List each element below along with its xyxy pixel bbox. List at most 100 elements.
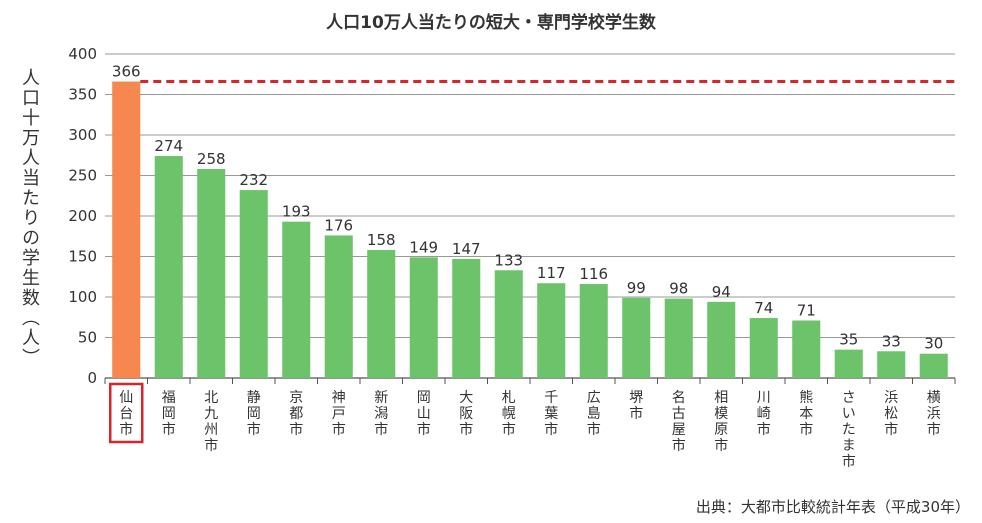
bar xyxy=(707,301,736,378)
x-tick-label: 市 xyxy=(927,421,941,438)
data-label: 71 xyxy=(797,301,816,319)
x-tick-label: 岡 xyxy=(247,406,261,422)
bar xyxy=(877,351,906,378)
bar xyxy=(749,318,778,378)
x-tick-label: 古 xyxy=(672,406,686,422)
x-tick-label: 市 xyxy=(714,437,728,454)
bar xyxy=(579,284,608,378)
x-tick-label: 市 xyxy=(587,421,601,438)
x-tick-label: 札 xyxy=(502,390,516,406)
x-tick-label: 横 xyxy=(927,390,941,406)
y-tick-label: 0 xyxy=(87,369,97,387)
bar xyxy=(282,221,311,378)
x-tick-label: 幌 xyxy=(502,406,516,422)
x-tick-label: 市 xyxy=(119,421,133,438)
x-tick-label: 葉 xyxy=(544,406,558,422)
bar xyxy=(112,81,141,378)
x-tick-label: 岡 xyxy=(162,406,176,422)
x-tick-label: 都 xyxy=(289,406,303,422)
x-tick-label: 島 xyxy=(587,406,601,422)
x-tick-label: 川 xyxy=(757,390,771,406)
x-tick-label: 山 xyxy=(417,406,431,422)
x-tick-label: 市 xyxy=(544,421,558,438)
bar xyxy=(537,283,566,378)
x-tick-label: 市 xyxy=(459,421,473,438)
data-label: 133 xyxy=(494,251,523,269)
x-tick-label: 仙 xyxy=(119,390,133,406)
data-label: 158 xyxy=(367,231,396,249)
x-tick-label: 京 xyxy=(289,390,303,406)
x-tick-label: 堺 xyxy=(629,390,643,406)
x-tick-label: 千 xyxy=(544,390,558,406)
chart-title: 人口10万人当たりの短大・専門学校学生数 xyxy=(326,13,656,33)
x-tick-label: 静 xyxy=(247,390,261,406)
bar xyxy=(834,349,863,378)
data-label: 258 xyxy=(197,150,226,168)
data-label: 74 xyxy=(754,299,773,317)
x-tick-label: 市 xyxy=(374,421,388,438)
data-label: 94 xyxy=(712,283,731,301)
bar xyxy=(197,169,226,378)
bar xyxy=(664,298,693,378)
x-tick-label: 熊 xyxy=(799,390,813,406)
data-label: 99 xyxy=(627,279,646,297)
data-label: 116 xyxy=(579,265,608,283)
source-note: 出典：大都市比較統計年表（平成30年） xyxy=(695,498,970,516)
x-tick-label: 神 xyxy=(332,390,346,406)
x-tick-label: 九 xyxy=(204,406,218,422)
x-tick-label: 原 xyxy=(714,422,728,438)
x-tick-label: 阪 xyxy=(459,406,473,422)
x-tick-label: 浜 xyxy=(927,406,941,422)
bar xyxy=(239,190,268,378)
y-tick-label: 50 xyxy=(78,329,97,347)
x-tick-label: 模 xyxy=(714,406,728,422)
x-tick-label: 市 xyxy=(757,421,771,438)
x-tick-label: 市 xyxy=(204,437,218,454)
x-tick-label: 大 xyxy=(459,390,473,406)
bar xyxy=(324,235,353,378)
y-tick-label: 350 xyxy=(68,86,97,104)
x-tick-label: 市 xyxy=(884,421,898,438)
x-tick-label: 戸 xyxy=(332,406,346,422)
x-tick-label: 市 xyxy=(332,421,346,438)
x-tick-label: 岡 xyxy=(417,390,431,406)
bar xyxy=(452,258,481,378)
y-tick-label: 400 xyxy=(68,45,97,63)
y-tick-label: 200 xyxy=(68,207,97,225)
x-tick-label: さ xyxy=(842,390,856,406)
y-tick-label: 300 xyxy=(68,126,97,144)
y-tick-label: 150 xyxy=(68,248,97,266)
x-tick-label: 広 xyxy=(587,390,601,406)
bar xyxy=(792,320,821,378)
bar xyxy=(919,353,948,378)
x-tick-label: 市 xyxy=(247,421,261,438)
bar xyxy=(154,156,183,378)
x-tick-label: 本 xyxy=(799,406,813,422)
x-tick-label: い xyxy=(842,406,856,422)
x-tick-label: 市 xyxy=(417,421,431,438)
bar xyxy=(494,270,523,378)
data-label: 117 xyxy=(537,264,566,282)
x-tick-label: 福 xyxy=(162,390,176,406)
data-label: 98 xyxy=(669,280,688,298)
x-tick-label: 相 xyxy=(714,390,728,406)
data-label: 274 xyxy=(154,137,183,155)
x-tick-label: 浜 xyxy=(884,390,898,406)
bar xyxy=(622,297,651,378)
data-label: 176 xyxy=(324,216,353,234)
x-tick-label: ま xyxy=(842,438,856,454)
x-tick-label: 市 xyxy=(629,405,643,422)
x-tick-label: 屋 xyxy=(672,422,686,438)
x-tick-label: 市 xyxy=(162,421,176,438)
x-tick-label: 市 xyxy=(502,421,516,438)
data-label: 149 xyxy=(409,238,438,256)
x-tick-label: た xyxy=(842,422,856,438)
x-tick-label: 潟 xyxy=(374,406,388,422)
x-tick-label: 崎 xyxy=(757,406,771,422)
data-label: 30 xyxy=(924,335,943,353)
y-tick-label: 100 xyxy=(68,288,97,306)
data-label: 366 xyxy=(112,63,141,81)
data-label: 33 xyxy=(882,332,901,350)
bar xyxy=(367,250,396,378)
